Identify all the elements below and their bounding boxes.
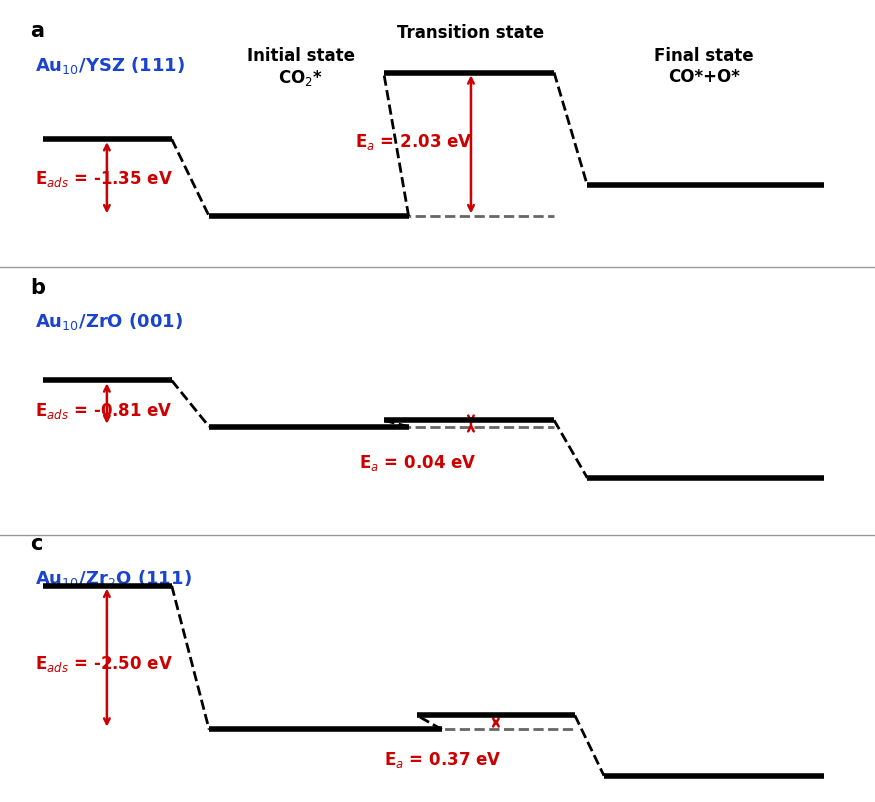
Text: Au$_{10}$/ZrO (001): Au$_{10}$/ZrO (001)	[35, 311, 183, 332]
Text: E$_{ads}$ = -0.81 eV: E$_{ads}$ = -0.81 eV	[35, 401, 172, 421]
Text: E$_{ads}$ = -1.35 eV: E$_{ads}$ = -1.35 eV	[35, 169, 172, 189]
Text: Initial state
CO$_2$*: Initial state CO$_2$*	[247, 47, 354, 88]
Text: a: a	[31, 21, 45, 41]
Text: Au$_{10}$/YSZ (111): Au$_{10}$/YSZ (111)	[35, 55, 185, 75]
Text: Final state
CO*+O*: Final state CO*+O*	[654, 47, 753, 86]
Text: E$_{a}$ = 0.04 eV: E$_{a}$ = 0.04 eV	[359, 452, 476, 472]
Text: E$_{a}$ = 2.03 eV: E$_{a}$ = 2.03 eV	[354, 132, 472, 152]
Text: b: b	[31, 277, 46, 298]
Text: Transition state: Transition state	[397, 24, 544, 42]
Text: E$_{ads}$ = -2.50 eV: E$_{ads}$ = -2.50 eV	[35, 654, 172, 674]
Text: c: c	[31, 534, 43, 554]
Text: Au$_{10}$/Zr$_2$O (111): Au$_{10}$/Zr$_2$O (111)	[35, 568, 192, 589]
Text: E$_{a}$ = 0.37 eV: E$_{a}$ = 0.37 eV	[384, 751, 501, 770]
